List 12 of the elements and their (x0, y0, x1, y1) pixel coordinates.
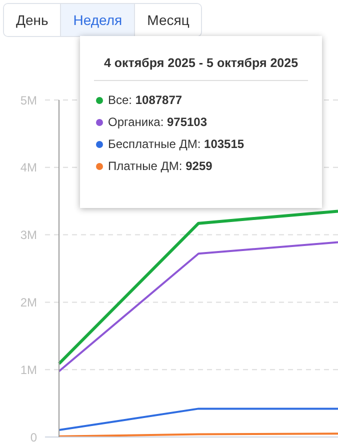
y-tick-label: 1M (20, 362, 37, 377)
y-tick-label: 3M (20, 228, 37, 242)
text: 4 октября 2025 - 5 октября 2025 (94, 56, 308, 81)
annotation: Все: 1087877 (108, 93, 182, 107)
annotation: Бесплатные ДМ: 103515 (108, 137, 244, 151)
y-tick-label: 0 (30, 430, 38, 444)
y-tick-label: 2M (20, 295, 37, 310)
y-tick-label: 4M (20, 160, 37, 175)
annotation: Платные ДМ: 9259 (108, 159, 212, 173)
annotation: Органика: 975103 (108, 115, 208, 129)
period-tabs: День Неделя Месяц (3, 3, 202, 37)
y-tick-label: 5M (20, 93, 37, 108)
